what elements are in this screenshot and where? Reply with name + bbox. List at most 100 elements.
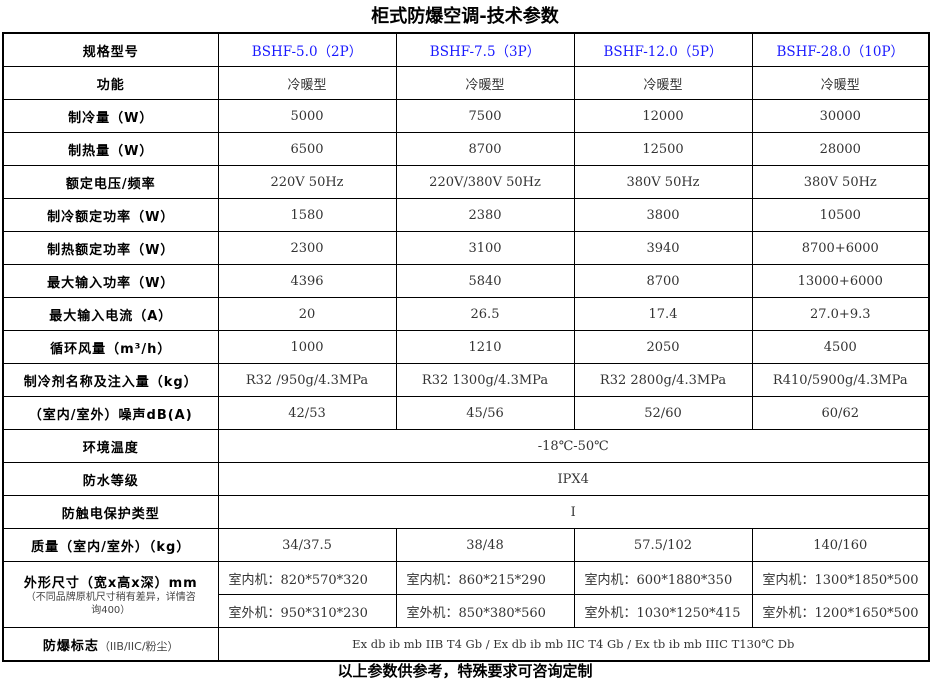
cell-value: 28000 [751, 132, 930, 166]
cell-value: 6500 [217, 132, 397, 166]
cell-value: 38/48 [395, 528, 575, 562]
cell-value: 12500 [573, 132, 753, 166]
cell-value: 30000 [751, 99, 930, 133]
cell-value: 8700 [573, 264, 753, 298]
marking-label: 防爆标志 [42, 638, 99, 654]
cell-value: 2380 [395, 198, 575, 232]
table-row: 最大输入功率（W） 4396 5840 8700 13000+6000 [2, 264, 930, 298]
table-row: 制热量（W） 6500 8700 12500 28000 [2, 132, 930, 166]
dimensions-note: （不同品牌原机尺寸稍有差异，详情咨询400） [25, 592, 196, 616]
row-label: 额定电压/频率 [2, 165, 219, 199]
outdoor-dimension: 室外机：1200*1650*500 [751, 594, 930, 628]
cell-value: 1210 [395, 330, 575, 364]
cell-value: 5000 [217, 99, 397, 133]
cell-value: 52/60 [573, 396, 753, 430]
row-label: （室内/室外）噪声dB(A) [2, 396, 219, 430]
table-row: 额定电压/频率 220V 50Hz 220V/380V 50Hz 380V 50Hz 3… [2, 165, 930, 199]
row-label: 制热量（W） [2, 132, 219, 166]
cell-value: 冷暖型 [573, 66, 753, 100]
cell-value: 17.4 [573, 297, 753, 331]
cell-value: 冷暖型 [217, 66, 397, 100]
table-row: 制冷额定功率（W） 1580 2380 3800 10500 [2, 198, 930, 232]
model-header: BSHF-12.0（5P） [573, 32, 753, 67]
cell-value: 45/56 [395, 396, 575, 430]
cell-value: 1000 [217, 330, 397, 364]
cell-value: 13000+6000 [751, 264, 930, 298]
model-header: BSHF-7.5（3P） [395, 32, 575, 67]
outdoor-dimension: 室外机：850*380*560 [395, 594, 575, 628]
cell-value: -18℃-50℃ [217, 429, 930, 463]
cell-value: 10500 [751, 198, 930, 232]
cell-value: IPX4 [217, 462, 930, 496]
dimensions-label: 外形尺寸（宽x高x深）mm [23, 576, 198, 591]
cell-value: 1580 [217, 198, 397, 232]
cell-value: 57.5/102 [573, 528, 753, 562]
cell-value: 3940 [573, 231, 753, 265]
cell-value: I [217, 495, 930, 529]
row-label: 防爆标志（IIB/IIC/粉尘） [2, 627, 219, 662]
cell-value: 3800 [573, 198, 753, 232]
table-row: 防触电保护类型 I [2, 495, 930, 529]
page-title: 柜式防爆空调-技术参数 [371, 6, 559, 27]
cell-value: 380V 50Hz [573, 165, 753, 199]
indoor-dimension: 室内机：600*1880*350 [573, 561, 753, 595]
cell-value: 60/62 [751, 396, 930, 430]
cell-value: 34/37.5 [217, 528, 397, 562]
spec-table: 规格型号 BSHF-5.0（2P） BSHF-7.5（3P） BSHF-12.0（5P… [2, 32, 930, 662]
row-label: 规格型号 [2, 32, 219, 67]
model-header: BSHF-5.0（2P） [217, 32, 397, 67]
cell-value: 12000 [573, 99, 753, 133]
dimensions-row: 外形尺寸（宽x高x深）mm （不同品牌原机尺寸稍有差异，详情咨询400） 室内机：8… [2, 561, 930, 628]
row-label: 功能 [2, 66, 219, 100]
footer-note: 以上参数供参考，特殊要求可咨询定制 [337, 662, 593, 680]
model-header: BSHF-28.0（10P） [751, 32, 930, 67]
cell-value: 冷暖型 [395, 66, 575, 100]
row-label: 制冷额定功率（W） [2, 198, 219, 232]
cell-value: R32 /950g/4.3MPa [217, 363, 397, 397]
cell-value: 冷暖型 [751, 66, 930, 100]
cell-value: 42/53 [217, 396, 397, 430]
indoor-dimension: 室内机：860*215*290 [395, 561, 575, 595]
table-row: 环境温度 -18℃-50℃ [2, 429, 930, 463]
cell-value: 7500 [395, 99, 575, 133]
header-row: 规格型号 BSHF-5.0（2P） BSHF-7.5（3P） BSHF-12.0（5P… [2, 32, 930, 67]
cell-value: 4500 [751, 330, 930, 364]
table-row: 制冷量（W） 5000 7500 12000 30000 [2, 99, 930, 133]
dimensions-row: 室外机：950*310*230 室外机：850*380*560 室外机：1030*1… [3, 594, 930, 628]
marking-label-note: （IIB/IIC/粉尘） [98, 639, 179, 653]
cell-value: 8700+6000 [751, 231, 930, 265]
row-label: 防触电保护类型 [2, 495, 219, 529]
row-label: 外形尺寸（宽x高x深）mm （不同品牌原机尺寸稍有差异，详情咨询400） [2, 561, 219, 628]
indoor-dimension: 室内机：820*570*320 [217, 561, 397, 595]
cell-value: 27.0+9.3 [751, 297, 930, 331]
cell-value: 380V 50Hz [751, 165, 930, 199]
table-row: 防水等级 IPX4 [2, 462, 930, 496]
cell-value: 8700 [395, 132, 575, 166]
marking-row: 防爆标志（IIB/IIC/粉尘） Ex db ib mb IIB T4 Gb / … [2, 627, 930, 662]
table-row: 制冷剂名称及注入量（kg） R32 /950g/4.3MPa R32 1300g/4… [2, 363, 930, 397]
cell-value: 2050 [573, 330, 753, 364]
table-row: 最大输入电流（A） 20 26.5 17.4 27.0+9.3 [2, 297, 930, 331]
table-row: 循环风量（m³/h） 1000 1210 2050 4500 [2, 330, 930, 364]
cell-value: R410/5900g/4.3MPa [751, 363, 930, 397]
cell-value: Ex db ib mb IIB T4 Gb / Ex db ib mb IIC … [217, 627, 930, 662]
row-label: 制冷剂名称及注入量（kg） [2, 363, 219, 397]
cell-value: 3100 [395, 231, 575, 265]
row-label: 制冷量（W） [2, 99, 219, 133]
row-label: 环境温度 [2, 429, 219, 463]
cell-value: 20 [217, 297, 397, 331]
cell-value: 26.5 [395, 297, 575, 331]
cell-value: 4396 [217, 264, 397, 298]
cell-value: 220V 50Hz [217, 165, 397, 199]
cell-value: 140/160 [751, 528, 930, 562]
row-label: 质量（室内/室外）（kg） [2, 528, 219, 562]
cell-value: 5840 [395, 264, 575, 298]
row-label: 循环风量（m³/h） [2, 330, 219, 364]
cell-value: 220V/380V 50Hz [395, 165, 575, 199]
table-row: （室内/室外）噪声dB(A) 42/53 45/56 52/60 60/62 [2, 396, 930, 430]
row-label: 最大输入功率（W） [2, 264, 219, 298]
indoor-dimension: 室内机：1300*1850*500 [751, 561, 930, 595]
row-label: 最大输入电流（A） [2, 297, 219, 331]
cell-value: R32 2800g/4.3MPa [573, 363, 753, 397]
row-label: 防水等级 [2, 462, 219, 496]
